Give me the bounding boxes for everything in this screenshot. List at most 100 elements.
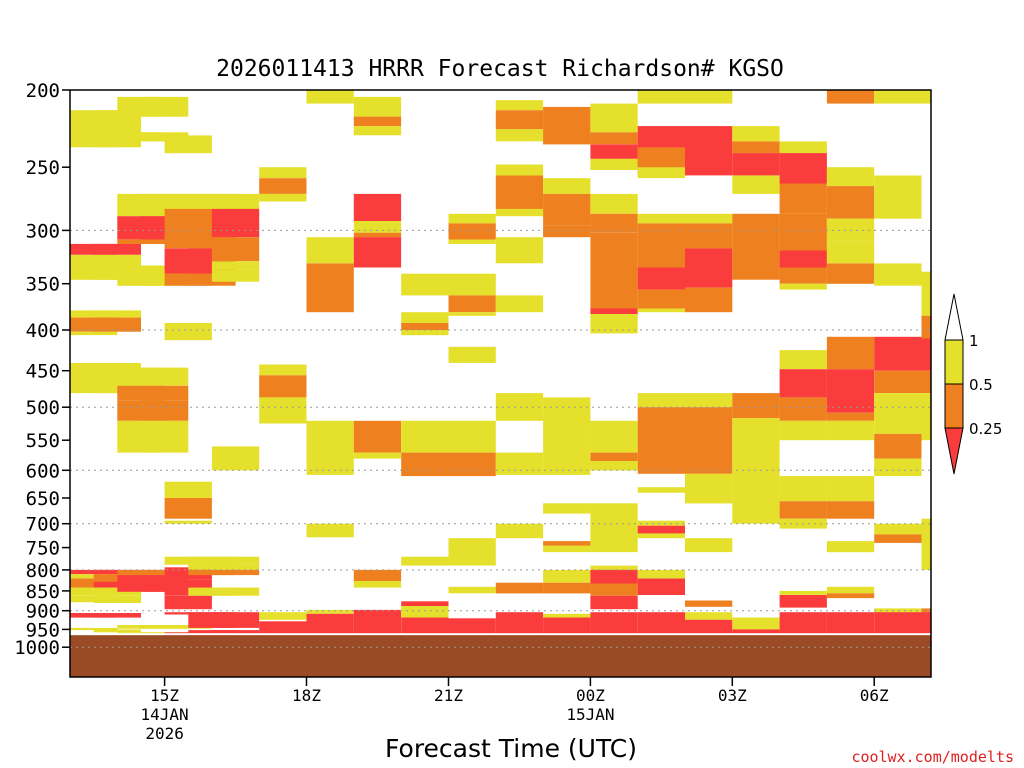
heatmap-cell	[543, 178, 591, 194]
heatmap-cell	[685, 619, 733, 636]
heatmap-cell	[70, 254, 118, 266]
heatmap-cell	[685, 126, 733, 176]
heatmap-cell	[685, 393, 733, 408]
heatmap-cell	[259, 193, 307, 202]
heatmap-cell	[874, 433, 922, 459]
heatmap-cell	[779, 612, 827, 636]
heatmap-cell	[826, 412, 875, 421]
legend-label: 0.5	[969, 376, 993, 394]
x-tick-label: 00Z	[576, 686, 605, 705]
heatmap-cell	[259, 612, 307, 620]
heatmap-cell	[353, 193, 402, 204]
heatmap-cell	[353, 126, 402, 136]
heatmap-cell	[401, 606, 449, 618]
y-tick-label: 250	[26, 157, 60, 179]
color-legend: 1 0.5 0.25	[944, 293, 1002, 475]
heatmap-cell	[448, 586, 496, 594]
heatmap-cell	[448, 538, 496, 566]
heatmap-cell	[685, 287, 733, 313]
heatmap-cell	[93, 595, 141, 603]
heatmap-cell	[637, 407, 685, 474]
heatmap-cell	[353, 96, 402, 117]
heatmap-cell	[637, 308, 685, 313]
heatmap-cell	[590, 213, 638, 233]
y-tick-label: 350	[26, 274, 60, 296]
heatmap-cell	[826, 90, 875, 104]
heatmap-cell	[353, 237, 402, 268]
heatmap-cell	[70, 310, 118, 318]
heatmap-cell	[117, 575, 165, 583]
heatmap-cell	[874, 523, 922, 535]
heatmap-cell	[590, 158, 638, 170]
heatmap-cell	[448, 213, 496, 224]
heatmap-cell	[543, 569, 591, 583]
heatmap-cell	[543, 613, 591, 618]
heatmap-cell	[590, 461, 638, 471]
heatmap-cell	[543, 225, 591, 238]
heatmap-cell	[874, 370, 922, 393]
heatmap-cell	[70, 243, 118, 255]
heatmap-cell	[732, 393, 780, 419]
x-year-label: 2026	[145, 724, 184, 743]
heatmap-cell	[164, 520, 212, 524]
heatmap-cell	[141, 385, 189, 401]
heatmap-cell	[448, 273, 496, 296]
heatmap-cell	[211, 261, 260, 270]
chart-title: 2026011413 HRRR Forecast Richardson# KGS…	[216, 56, 784, 82]
heatmap-cell	[401, 420, 449, 453]
heatmap-cell	[921, 518, 931, 570]
heatmap-cell	[637, 487, 685, 493]
heatmap-cell	[401, 452, 449, 477]
heatmap-cell	[495, 612, 544, 636]
heatmap-cell	[590, 103, 638, 133]
heatmap-cell	[117, 239, 165, 244]
heatmap-cell	[164, 135, 212, 154]
heatmap-cell	[826, 501, 875, 519]
heatmap-cell	[826, 476, 875, 502]
heatmap-cell	[306, 609, 354, 614]
x-tick-label: 06Z	[860, 686, 889, 705]
heatmap-cell	[117, 582, 165, 592]
heatmap-cell	[543, 503, 591, 514]
heatmap-cell	[826, 369, 875, 413]
heatmap-cell	[637, 90, 685, 104]
heatmap-cell	[306, 420, 354, 475]
heatmap-cell	[590, 569, 638, 584]
heatmap-cell	[685, 407, 733, 474]
heatmap-cell	[543, 541, 591, 546]
heatmap-cell	[543, 193, 591, 226]
heatmap-cell	[70, 574, 118, 579]
heatmap-cell	[637, 569, 685, 579]
heatmap-cell	[401, 330, 449, 336]
heatmap-cell	[353, 420, 402, 453]
heatmap-cell	[141, 367, 189, 386]
heatmap-cell	[495, 523, 544, 539]
heatmap-cell	[70, 331, 118, 336]
heatmap-cell	[874, 393, 922, 434]
heatmap-cell	[732, 175, 780, 194]
heatmap-cell	[779, 183, 827, 214]
legend-swatch-yellow	[944, 339, 964, 385]
legend-bottom-arrow	[944, 427, 964, 475]
heatmap-cell	[826, 593, 875, 599]
heatmap-cell	[211, 556, 260, 565]
heatmap-cell	[401, 323, 449, 330]
heatmap-cell	[590, 612, 638, 636]
heatmap-cell	[306, 263, 354, 313]
heatmap-cell	[685, 223, 733, 249]
heatmap-cell	[164, 498, 212, 519]
heatmap-cell	[685, 600, 733, 607]
heatmap-cell	[779, 153, 827, 184]
ground-fill	[70, 635, 931, 677]
heatmap-cell	[637, 578, 685, 595]
heatmap-cell	[401, 556, 449, 566]
y-axis: 200 250 300 350 400 450 500 550 600 650 7007508008…	[14, 80, 70, 659]
x-date-label: 15JAN	[566, 705, 614, 724]
heatmap-cell	[211, 630, 260, 636]
heatmap-cell	[70, 578, 118, 588]
heatmap-cell	[921, 338, 931, 371]
heatmap-cell	[93, 310, 141, 318]
heatmap-cell	[353, 204, 402, 221]
heatmap-cell	[637, 612, 685, 636]
